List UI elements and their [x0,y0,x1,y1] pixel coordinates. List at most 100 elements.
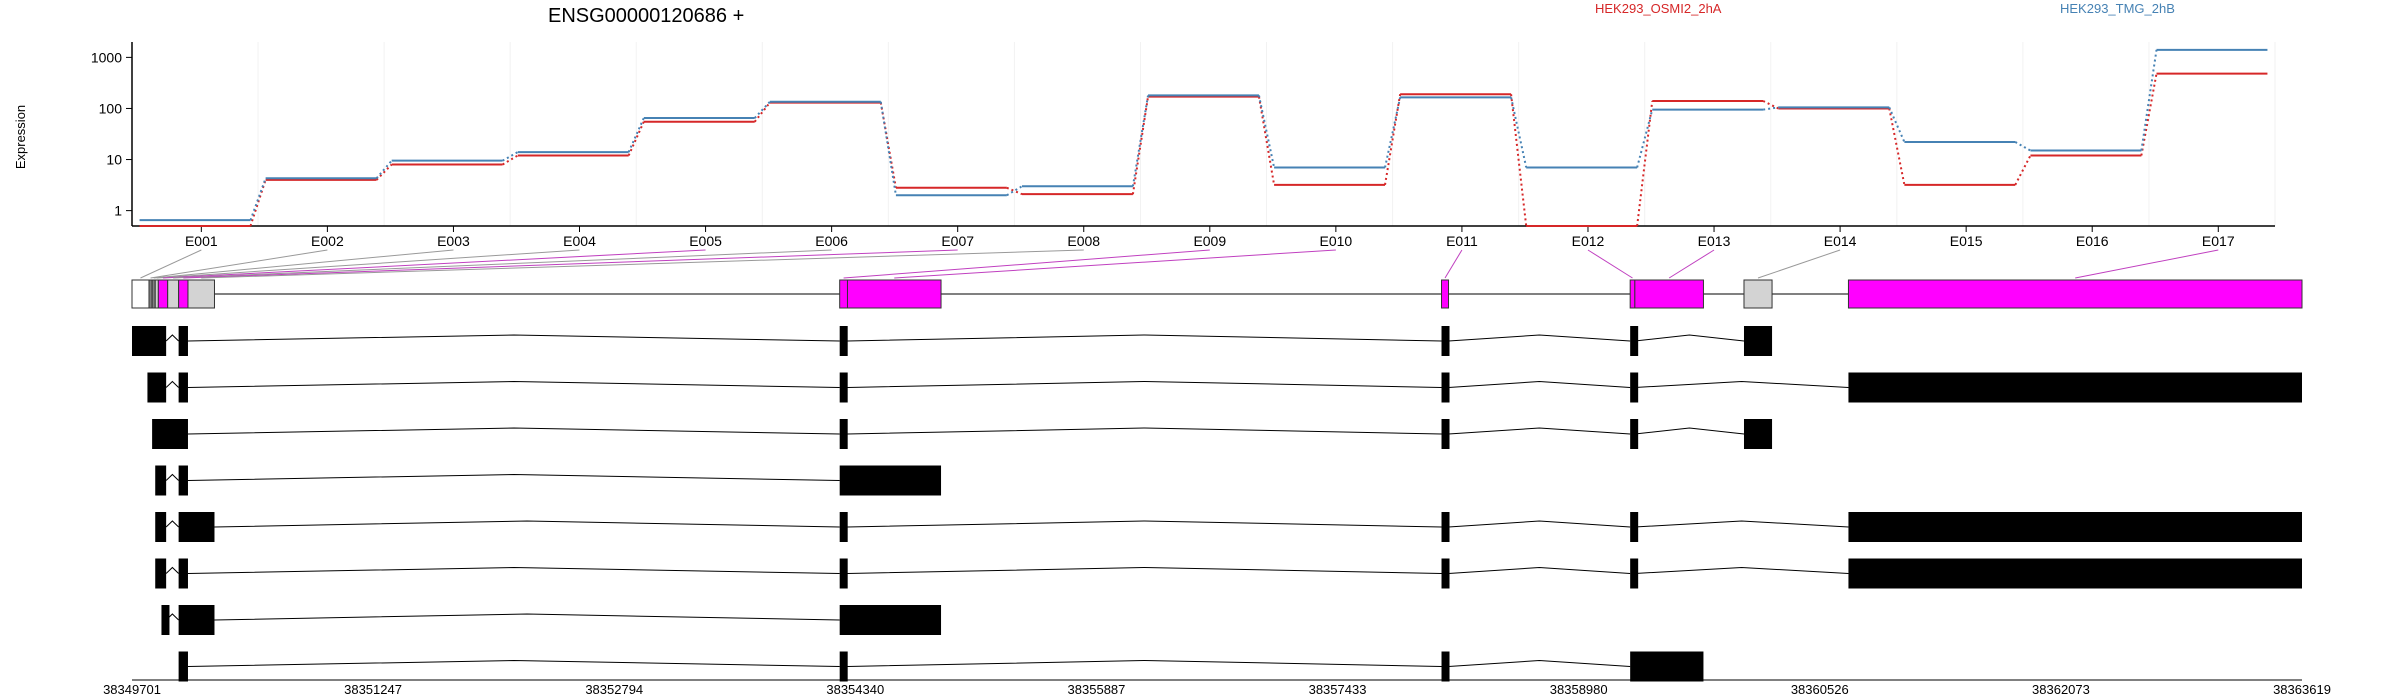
exon-link-line [173,249,832,279]
transcript-exon [161,605,170,635]
model-exon [1441,279,1450,309]
transcript-exon [178,558,188,589]
exon-link-line [156,249,580,279]
transcript-intron [1634,380,1849,388]
transcript-intron [187,473,840,481]
series-connector [1510,97,1528,168]
x-tick-label: E011 [1446,233,1478,249]
series-connector [1131,96,1150,195]
transcript-exon [839,465,942,496]
x-tick-label: E007 [941,233,974,249]
y-tick-label: 1000 [91,49,122,65]
series-connector [1384,97,1402,168]
transcript-intron [187,427,840,435]
transcript-exon [178,605,215,635]
transcript-intron [1448,520,1631,528]
transcript-exon [1630,512,1639,542]
model-exon [131,279,150,309]
x-tick-label: E009 [1193,233,1226,249]
transcript-intron [847,520,1442,528]
model-exon [1629,279,1636,309]
y-tick-label: 1 [114,203,122,219]
exon-link-line [843,249,1210,279]
x-tick-label: E005 [689,233,722,249]
series-connector [1384,94,1402,185]
exon-link-line [1668,249,1715,279]
transcript-exon [1441,558,1450,589]
series-connector [1131,95,1150,187]
transcript-intron [1634,427,1745,435]
series-connector [627,117,645,153]
transcript-exon [155,512,167,542]
exon-link-line [201,249,1084,279]
transcript-intron [1448,566,1631,574]
transcript-exon [1630,326,1639,356]
transcript-exon [1630,558,1639,589]
transcript-exon [839,326,848,356]
series-connector [249,179,267,227]
transcript-exon [178,326,188,356]
transcript-intron [1448,380,1631,388]
x-tick-label: E006 [815,233,848,249]
model-exon [1634,279,1704,309]
transcript-intron [214,613,840,621]
model-exon [178,279,189,309]
exon-link-line [153,249,454,279]
transcript-exon [1441,419,1450,449]
x-tick-label: E013 [1698,233,1731,249]
x-tick-label: E008 [1067,233,1100,249]
exon-link-line [183,249,958,279]
series-connector [1636,100,1654,227]
transcript-exon [839,512,848,542]
x-tick-label: E003 [437,233,470,249]
transcript-intron [165,566,179,574]
transcript-exon [1441,372,1450,403]
transcript-exon [839,651,848,682]
series-connector [375,163,393,181]
transcript-exon [152,419,188,449]
x-tick-label: E012 [1572,233,1605,249]
transcript-intron [1634,566,1849,574]
series-connector [375,160,393,179]
model-exon [1847,279,2303,309]
exon-link-line [140,249,202,279]
series-connector [879,101,897,196]
genomic-tick-label: 38360526 [1791,682,1849,697]
transcript-intron [1448,334,1631,342]
model-exon [1743,279,1773,309]
transcript-exon [1848,512,2302,542]
series-connector [1510,94,1528,227]
transcript-intron [1634,334,1745,342]
transcript-exon [178,372,188,403]
x-tick-label: E014 [1824,233,1857,249]
x-tick-label: E002 [311,233,344,249]
transcript-intron [847,659,1442,667]
series-connector [753,102,771,123]
exon-link-line [163,249,706,279]
exon-link-line [894,249,1336,279]
y-axis-label: Expression [13,105,28,169]
x-tick-label: E001 [185,233,218,249]
model-exon [167,279,180,309]
series-connector [1888,106,1906,143]
transcript-intron [165,380,179,388]
transcript-intron [1448,427,1631,435]
genomic-tick-label: 38352794 [585,682,643,697]
transcript-exon [147,372,167,403]
transcript-intron [214,520,840,528]
transcript-intron [847,380,1442,388]
genomic-tick-label: 38355887 [1068,682,1126,697]
exon-link-line [1587,249,1633,279]
transcript-intron [187,566,840,574]
transcript-exon [1441,512,1450,542]
y-tick-label: 10 [106,152,122,168]
exon-link-line [2075,249,2219,279]
transcript-exon [1630,372,1639,403]
genomic-tick-label: 38362073 [2032,682,2090,697]
legend-series-2: HEK293_TMG_2hB [2060,1,2175,16]
series-connector [1257,95,1276,168]
genomic-tick-label: 38358980 [1550,682,1608,697]
genomic-tick-label: 38354340 [826,682,884,697]
transcript-intron [165,334,179,342]
